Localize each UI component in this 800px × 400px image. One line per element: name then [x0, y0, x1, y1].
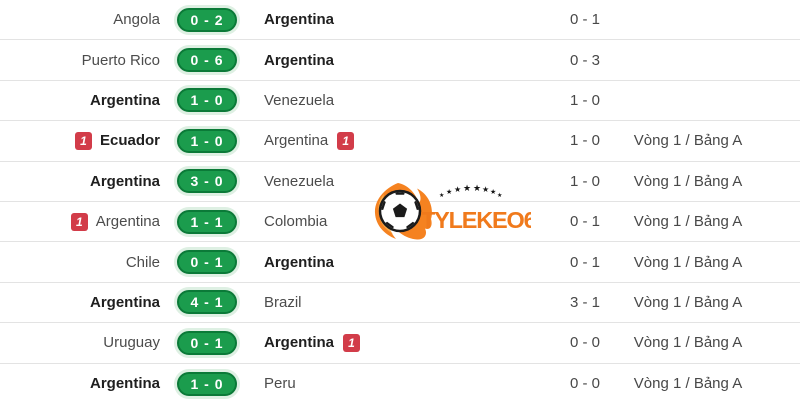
halftime-score: 0 - 0 — [569, 375, 600, 393]
score-cell: 3 - 0 — [160, 169, 254, 194]
home-team-name: Chile — [125, 253, 160, 271]
away-team-cell: Argentina — [254, 52, 545, 69]
away-team-name: Argentina — [264, 334, 335, 352]
home-team-name: Argentina — [95, 213, 160, 231]
home-team-name: Uruguay — [103, 334, 160, 352]
away-team-name: Argentina — [264, 253, 335, 271]
halftime-score: 0 - 3 — [569, 51, 600, 69]
fulltime-score-badge: 1 - 0 — [177, 371, 237, 396]
halftime-score: 3 - 1 — [569, 293, 600, 311]
halftime-score: 1 - 0 — [569, 132, 600, 150]
away-team-cell: Argentina 1 — [254, 333, 545, 352]
fulltime-score-badge: 0 - 1 — [177, 330, 237, 355]
match-row[interactable]: Argentina 3 - 0 Venezuela 1 - 0 Vòng 1 /… — [0, 161, 800, 202]
score-cell: 4 - 1 — [160, 290, 254, 315]
score-cell: 1 - 0 — [160, 88, 254, 113]
halftime-score: 1 - 0 — [569, 91, 600, 109]
fulltime-score-badge: 1 - 0 — [177, 128, 237, 153]
round-group-label: Vòng 1 / Bảng A — [633, 213, 743, 231]
score-cell: 0 - 6 — [160, 48, 254, 73]
home-team-cell: Argentina — [0, 375, 160, 392]
home-team-name: Argentina — [89, 172, 160, 190]
away-team-cell: Venezuela — [254, 173, 545, 190]
home-team-cell: 1 Argentina — [0, 212, 160, 231]
match-row[interactable]: 1 Ecuador 1 - 0 Argentina 1 1 - 0 Vòng 1… — [0, 121, 800, 162]
score-cell: 0 - 2 — [160, 7, 254, 32]
away-team-cell: Argentina — [254, 254, 545, 271]
away-team-cell: Argentina — [254, 11, 545, 28]
halftime-score: 0 - 0 — [569, 334, 600, 352]
home-team-name: Argentina — [89, 293, 160, 311]
halftime-score: 0 - 1 — [569, 253, 600, 271]
halftime-score: 1 - 0 — [569, 172, 600, 190]
round-group-label: Vòng 1 / Bảng A — [633, 334, 743, 352]
home-team-name: Argentina — [89, 375, 160, 393]
score-cell: 1 - 1 — [160, 209, 254, 234]
red-card-badge: 1 — [74, 131, 92, 150]
home-team-cell: 1 Ecuador — [0, 131, 160, 150]
fulltime-score-badge: 0 - 1 — [177, 250, 237, 275]
red-card-badge: 1 — [337, 131, 355, 150]
home-team-name: Ecuador — [99, 132, 160, 150]
red-card-badge: 1 — [343, 333, 361, 352]
round-group-label: Vòng 1 / Bảng A — [633, 172, 743, 190]
score-cell: 1 - 0 — [160, 371, 254, 396]
home-team-name: Puerto Rico — [81, 51, 160, 69]
fulltime-score-badge: 4 - 1 — [177, 290, 237, 315]
home-team-cell: Argentina — [0, 92, 160, 109]
home-team-cell: Argentina — [0, 294, 160, 311]
match-row[interactable]: Puerto Rico 0 - 6 Argentina 0 - 3 — [0, 40, 800, 81]
match-row[interactable]: Argentina 4 - 1 Brazil 3 - 1 Vòng 1 / Bả… — [0, 282, 800, 324]
score-cell: 0 - 1 — [160, 330, 254, 355]
away-team-cell: Venezuela — [254, 92, 545, 109]
score-cell: 1 - 0 — [160, 128, 254, 153]
score-cell: 0 - 1 — [160, 250, 254, 275]
red-card-badge: 1 — [70, 212, 88, 231]
match-row[interactable]: Argentina 1 - 0 Venezuela 1 - 0 — [0, 80, 800, 122]
round-group-label: Vòng 1 / Bảng A — [633, 293, 743, 311]
home-team-cell: Angola — [0, 11, 160, 28]
fulltime-score-badge: 0 - 6 — [177, 48, 237, 73]
away-team-name: Argentina — [264, 132, 329, 150]
fulltime-score-badge: 0 - 2 — [177, 7, 237, 32]
home-team-name: Argentina — [89, 91, 160, 109]
fulltime-score-badge: 1 - 0 — [177, 88, 237, 113]
home-team-cell: Uruguay — [0, 334, 160, 351]
away-team-cell: Argentina 1 — [254, 131, 545, 150]
away-team-name: Venezuela — [264, 172, 335, 190]
match-row[interactable]: Uruguay 0 - 1 Argentina 1 0 - 0 Vòng 1 /… — [0, 323, 800, 364]
away-team-name: Venezuela — [264, 91, 335, 109]
fulltime-score-badge: 3 - 0 — [177, 169, 237, 194]
home-team-cell: Chile — [0, 254, 160, 271]
home-team-cell: Puerto Rico — [0, 52, 160, 69]
round-group-label: Vòng 1 / Bảng A — [633, 375, 743, 393]
halftime-score: 0 - 1 — [569, 213, 600, 231]
away-team-name: Colombia — [264, 213, 328, 231]
away-team-name: Brazil — [264, 293, 302, 311]
away-team-name: Peru — [264, 375, 296, 393]
match-row[interactable]: 1 Argentina 1 - 1 Colombia 0 - 1 Vòng 1 … — [0, 201, 800, 243]
halftime-score: 0 - 1 — [569, 11, 600, 29]
match-row[interactable]: Argentina 1 - 0 Peru 0 - 0 Vòng 1 / Bảng… — [0, 363, 800, 400]
home-team-cell: Argentina — [0, 173, 160, 190]
away-team-cell: Brazil — [254, 294, 545, 311]
away-team-name: Argentina — [264, 11, 335, 29]
home-team-name: Angola — [113, 11, 160, 29]
round-group-label: Vòng 1 / Bảng A — [633, 253, 743, 271]
round-group-label: Vòng 1 / Bảng A — [633, 132, 743, 150]
away-team-cell: Peru — [254, 375, 545, 392]
away-team-name: Argentina — [264, 51, 335, 69]
fulltime-score-badge: 1 - 1 — [177, 209, 237, 234]
away-team-cell: Colombia — [254, 213, 545, 230]
match-row[interactable]: Angola 0 - 2 Argentina 0 - 1 — [0, 0, 800, 41]
match-row[interactable]: Chile 0 - 1 Argentina 0 - 1 Vòng 1 / Bản… — [0, 242, 800, 283]
